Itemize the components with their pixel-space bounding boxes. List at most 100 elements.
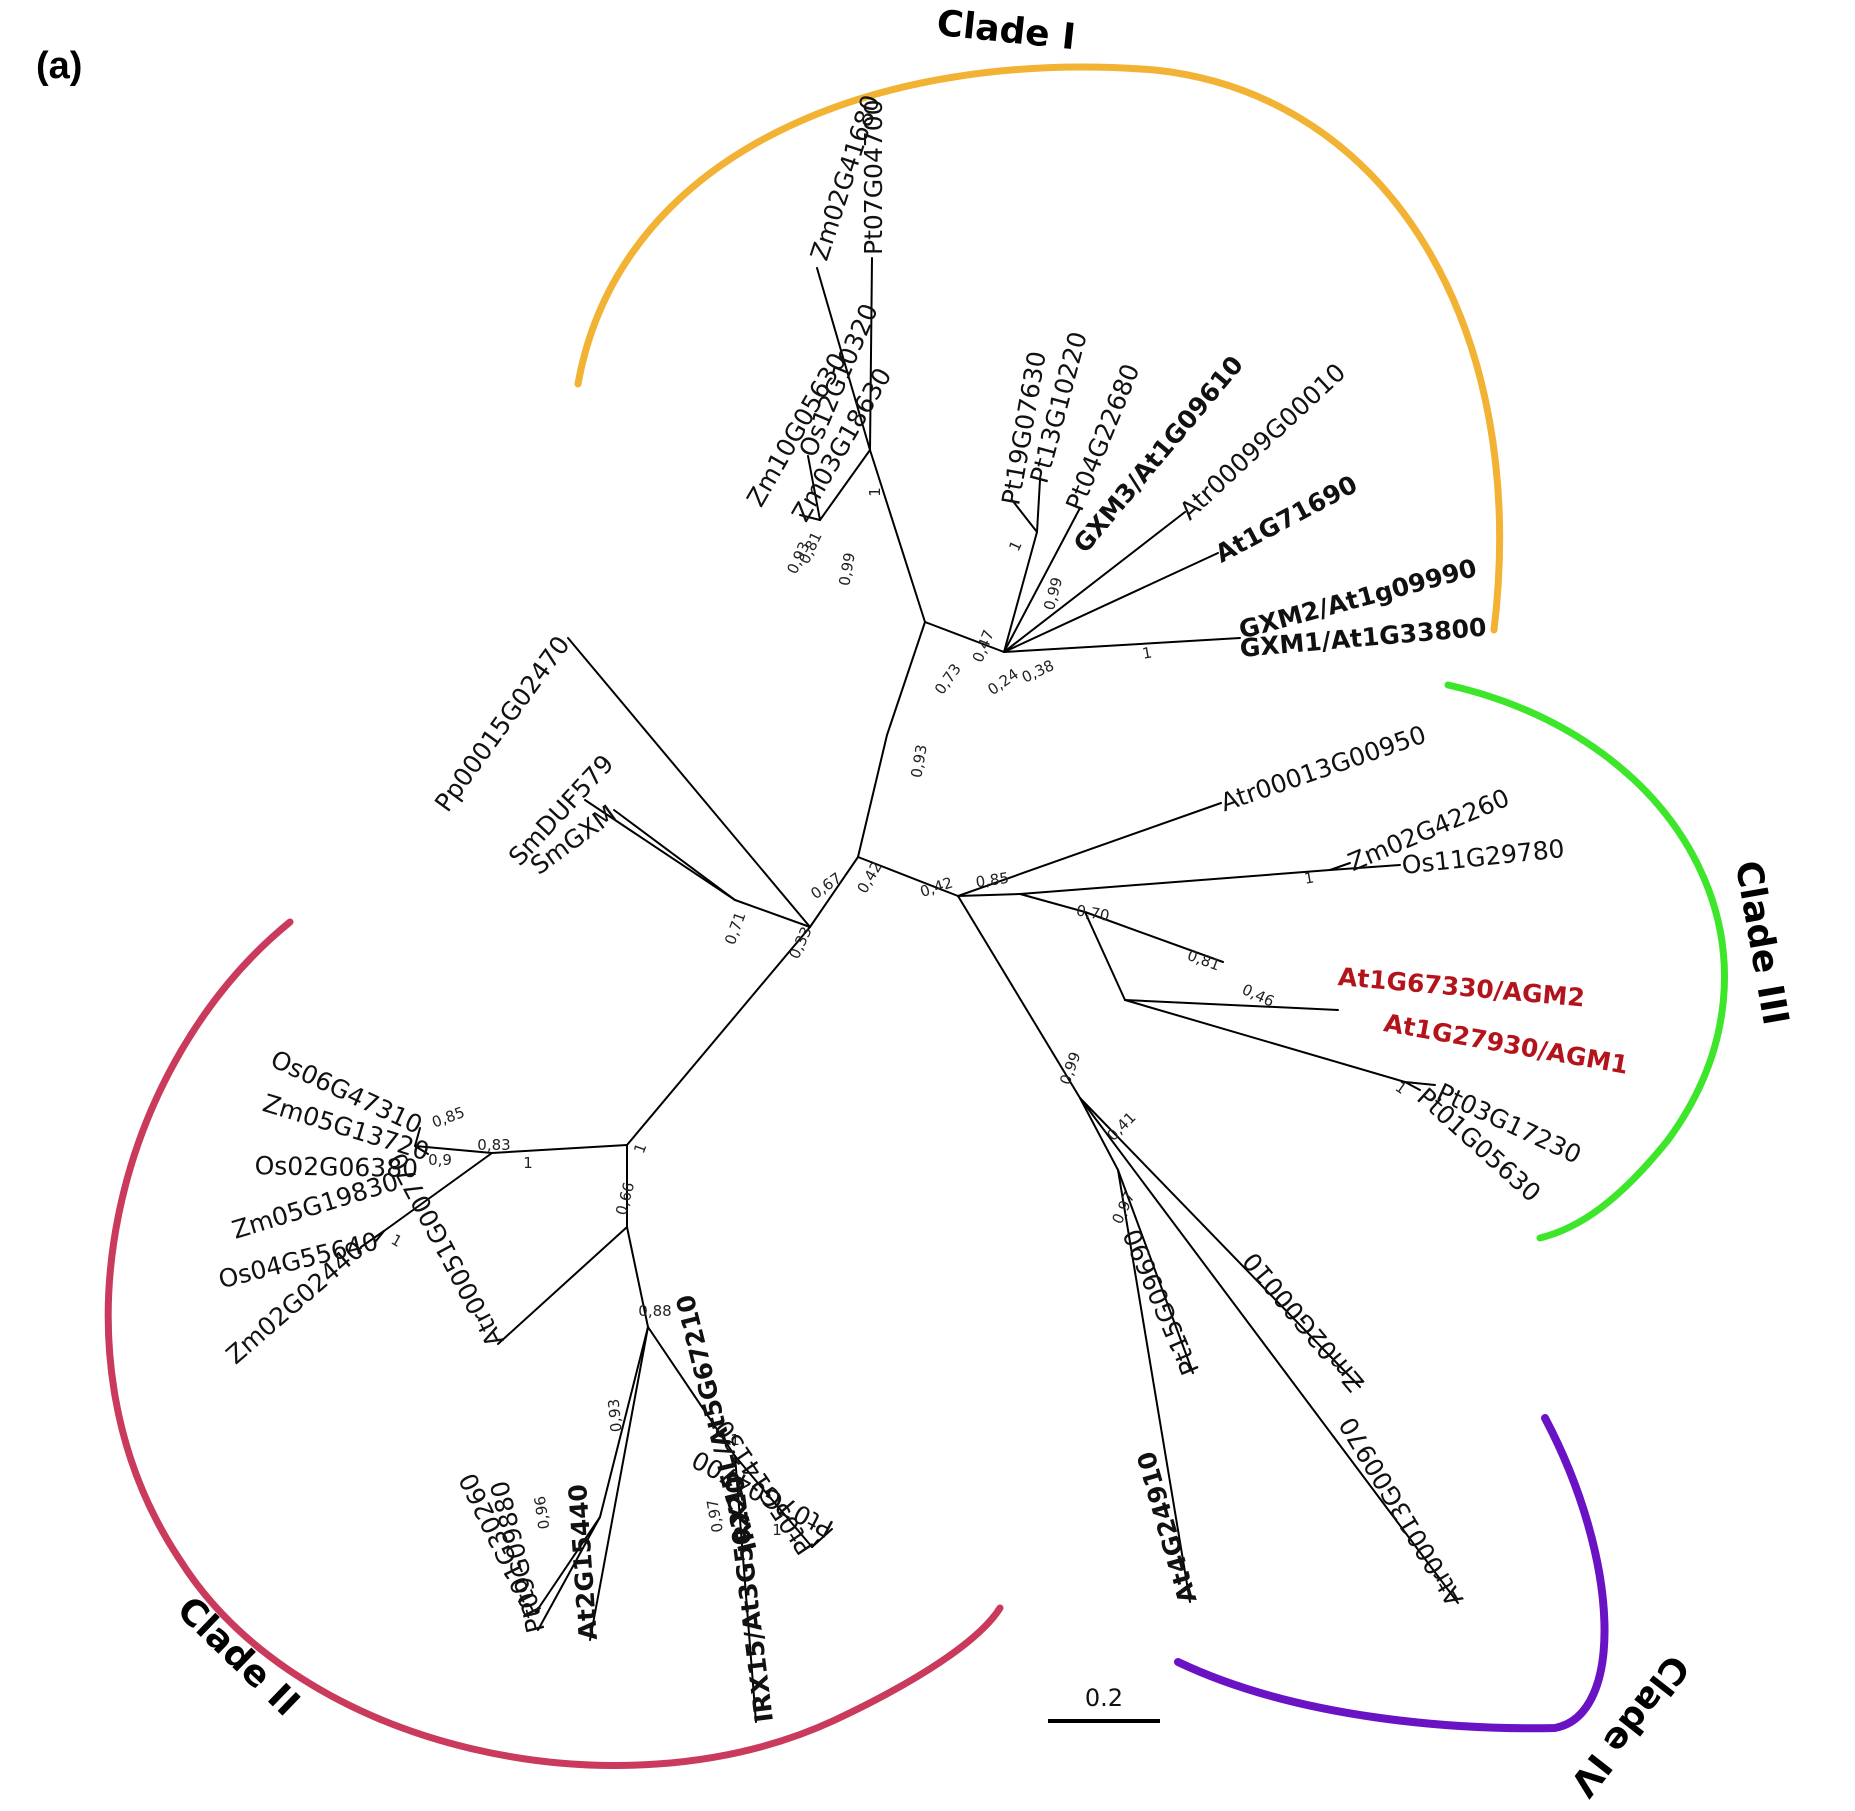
panel-label: (a) [36, 45, 82, 87]
tree-branch [1404, 1081, 1436, 1086]
support-value: 0,93 [605, 1398, 626, 1433]
tree-branch [414, 1127, 421, 1147]
support-value: 1 [730, 1431, 740, 1449]
support-value: 0,70 [1075, 901, 1111, 925]
support-value: 0,9 [428, 1151, 452, 1169]
support-value: 0,42 [854, 859, 886, 897]
leaf-labels: Pt07G04700Zm02G41680Zm03G18630Os12G10320… [216, 91, 1631, 1724]
tree-branch [1003, 507, 1081, 653]
tree-branch [734, 1455, 813, 1548]
tree-branch [613, 809, 736, 901]
leaf-label: Os02G06380 [254, 1151, 418, 1183]
tree-branch [414, 1145, 493, 1154]
tree-branch [375, 1230, 385, 1242]
support-value: 1 [1392, 1078, 1410, 1098]
support-value: 0,73 [931, 660, 965, 698]
tree-branch [1329, 864, 1401, 871]
tree-branch [734, 1455, 757, 1723]
support-value: 0,99 [1056, 1050, 1084, 1088]
support-value: 1 [1005, 538, 1025, 554]
clade-label: Clade I [935, 3, 1078, 58]
tree-branch [811, 1539, 819, 1548]
tree-branch [1019, 893, 1086, 913]
tree-branch [807, 455, 821, 521]
tree-branch [360, 1230, 385, 1248]
leaf-label: At1G27930/AGM1 [1382, 1008, 1631, 1080]
support-value: 0,33 [785, 924, 815, 962]
leaf-label: Pt07G04700 [859, 99, 888, 255]
support-value: 1 [866, 487, 884, 497]
tree-branch [1124, 999, 1406, 1083]
tree-branch [869, 449, 926, 623]
tree-branch [1079, 1097, 1459, 1604]
tree-branch [589, 1326, 649, 1641]
tree-branch [1003, 637, 1241, 653]
support-value: 0,47 [969, 627, 998, 665]
tree-branch [1079, 1097, 1361, 1388]
tree-branch [1404, 1081, 1421, 1091]
tree-branch [1117, 1169, 1194, 1374]
support-value: 1 [523, 1154, 533, 1172]
leaf-label: Atr00051G00770 [383, 1148, 510, 1352]
clade-label: Clade III [1727, 858, 1796, 1029]
clade-arc [574, 63, 1504, 634]
tree-branch [799, 514, 821, 521]
tree-branch [924, 621, 1005, 653]
tree-branch [957, 895, 1081, 1099]
tree-branch [1084, 911, 1224, 963]
support-value: 0,85 [430, 1103, 468, 1131]
clade-arc [104, 918, 1004, 1769]
tree-branch [1019, 869, 1331, 895]
tree-branch [819, 449, 871, 521]
support-value: 0,93 [907, 743, 931, 779]
clade-labels: Clade I Clade II Clade III Clade IV [169, 3, 1796, 1804]
support-value: 0,81 [1185, 946, 1223, 974]
tree-branch [1036, 479, 1041, 533]
support-value: 0,67 [807, 869, 845, 903]
tree-branch [869, 257, 873, 451]
leaf-label: At2G15440 [563, 1483, 603, 1641]
support-value: 1 [1303, 868, 1316, 887]
tree-branch [567, 637, 811, 928]
support-value: 1 [1141, 643, 1154, 662]
tree-branch [1079, 1097, 1119, 1171]
tree-branch [857, 856, 959, 897]
support-value: 0,71 [721, 910, 749, 948]
support-value: 0,99 [835, 551, 859, 587]
tree-branch [584, 799, 736, 901]
tree-branch [816, 267, 871, 451]
tree-branch [809, 856, 859, 928]
leaf-label: Pp00015G02470 [429, 631, 576, 817]
tree-branch [383, 1152, 493, 1232]
tree-branch [734, 899, 811, 928]
support-value: 0,97 [703, 1498, 727, 1534]
tree-branch [1124, 999, 1339, 1011]
tree-branch [647, 1326, 736, 1457]
clade-arc [1174, 1414, 1609, 1733]
tree-branch [626, 1226, 649, 1328]
clade-label: Clade IV [1561, 1647, 1696, 1804]
support-value: 0,38 [1019, 656, 1057, 686]
tree-branch [886, 621, 926, 736]
support-value: 0,81 [795, 529, 825, 567]
support-value: 1 [388, 1230, 405, 1250]
leaf-label: Zm02G00010 [1237, 1247, 1370, 1398]
tree-branch [1011, 499, 1038, 533]
support-value: 0,66 [612, 1180, 638, 1217]
support-value: 0,88 [638, 1302, 671, 1320]
scale-bar: 0.2 [1048, 1684, 1160, 1723]
tree-branch [1003, 511, 1186, 653]
clade-label: Clade II [169, 1589, 307, 1724]
clade-arcs [104, 63, 1728, 1769]
support-value: 0,97 [1108, 1189, 1138, 1227]
tree-branch [857, 734, 888, 858]
support-value: 0,83 [477, 1136, 510, 1154]
tree-branch [626, 926, 811, 1146]
tree-branch [491, 1144, 628, 1154]
tree-branch [414, 1145, 429, 1155]
tree-branch [599, 1326, 649, 1518]
tree-branch [1117, 1169, 1191, 1603]
clade-arc [1444, 681, 1728, 1242]
tree-branch [497, 1226, 628, 1345]
